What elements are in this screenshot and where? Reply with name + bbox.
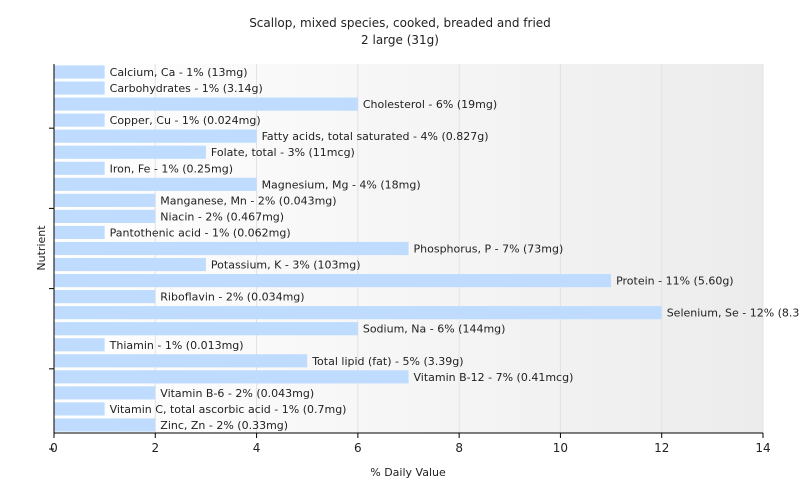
bar-2 <box>54 97 358 111</box>
bar-label-5: Folate, total - 3% (11mcg) <box>211 146 355 159</box>
bar-label-8: Manganese, Mn - 2% (0.043mg) <box>160 194 336 207</box>
bar-label-20: Vitamin B-6 - 2% (0.043mg) <box>160 387 314 400</box>
axes: 0 2 4 6 8 10 12 14 <box>49 64 771 455</box>
bar-5 <box>54 145 206 159</box>
bar-15 <box>54 306 662 320</box>
bar-label-21: Vitamin C, total ascorbic acid - 1% (0.7… <box>110 403 347 416</box>
bar-8 <box>54 193 156 207</box>
y-axis-label: Nutrient <box>35 225 48 271</box>
bar-label-22: Zinc, Zn - 2% (0.33mg) <box>160 419 288 432</box>
bar-9 <box>54 209 156 223</box>
bar-11 <box>54 241 409 256</box>
x-tick-label-6: 12 <box>654 441 669 455</box>
bar-label-13: Protein - 11% (5.60g) <box>616 275 734 288</box>
x-tick-label-5: 10 <box>553 441 568 455</box>
bar-label-12: Potassium, K - 3% (103mg) <box>211 259 361 272</box>
bar-19 <box>54 370 409 384</box>
bar-label-18: Total lipid (fat) - 5% (3.39g) <box>311 355 463 368</box>
x-tick-label-7: 14 <box>755 441 770 455</box>
bar-label-19: Vitamin B-12 - 7% (0.41mcg) <box>414 371 574 384</box>
bar-1 <box>54 81 105 95</box>
bar-0 <box>54 65 105 79</box>
bar-20 <box>54 386 156 400</box>
bar-label-15: Selenium, Se - 12% (8.3mcg) <box>667 307 800 320</box>
bar-label-2: Cholesterol - 6% (19mg) <box>363 98 497 111</box>
bar-label-11: Phosphorus, P - 7% (73mg) <box>414 243 564 256</box>
bar-14 <box>54 290 156 304</box>
bar-label-0: Calcium, Ca - 1% (13mg) <box>110 66 248 79</box>
bar-label-6: Iron, Fe - 1% (0.25mg) <box>110 162 233 175</box>
bar-label-7: Magnesium, Mg - 4% (18mg) <box>262 178 421 191</box>
bar-4 <box>54 129 257 143</box>
bar-label-10: Pantothenic acid - 1% (0.062mg) <box>110 226 291 239</box>
bar-label-16: Sodium, Na - 6% (144mg) <box>363 323 506 336</box>
bar-22 <box>54 418 156 432</box>
bar-16 <box>54 322 358 336</box>
bar-13 <box>54 274 612 288</box>
bar-21 <box>54 402 105 416</box>
x-tick-label-3: 6 <box>354 441 362 455</box>
bar-6 <box>54 161 105 175</box>
bar-label-14: Riboflavin - 2% (0.034mg) <box>160 291 304 304</box>
bar-10 <box>54 225 105 240</box>
bars: Calcium, Ca - 1% (13mg) Carbohydrates - 1… <box>54 65 800 432</box>
chart-subtitle: 2 large (31g) <box>361 33 439 47</box>
x-tick-label-0: 0 <box>50 441 58 455</box>
x-tick-label-2: 4 <box>253 441 261 455</box>
bar-label-17: Thiamin - 1% (0.013mg) <box>109 339 244 352</box>
bar-3 <box>54 113 105 127</box>
bar-label-4: Fatty acids, total saturated - 4% (0.827… <box>262 130 489 143</box>
x-tick-label-4: 8 <box>455 441 463 455</box>
bar-label-9: Niacin - 2% (0.467mg) <box>160 210 284 223</box>
x-tick-label-1: 2 <box>151 441 159 455</box>
chart-title: Scallop, mixed species, cooked, breaded … <box>249 16 551 30</box>
bar-18 <box>54 354 308 368</box>
bar-7 <box>54 177 257 191</box>
bar-17 <box>54 338 105 352</box>
x-axis-label: % Daily Value <box>370 466 446 479</box>
bar-label-3: Copper, Cu - 1% (0.024mg) <box>110 114 261 127</box>
bar-label-1: Carbohydrates - 1% (3.14g) <box>110 82 263 95</box>
bar-12 <box>54 257 206 272</box>
